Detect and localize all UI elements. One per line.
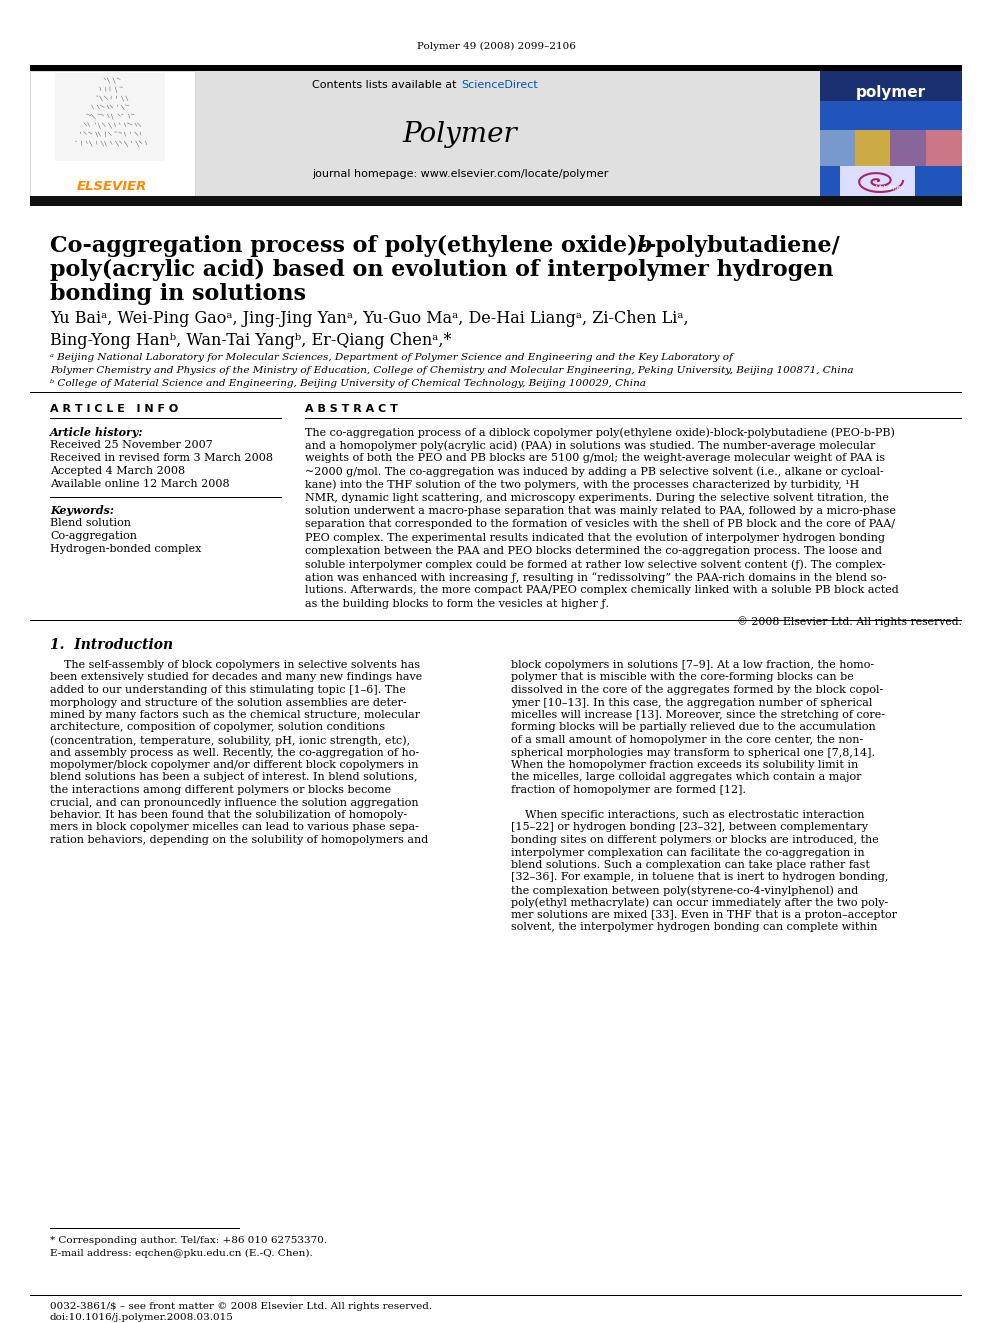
Text: fraction of homopolymer are formed [12].: fraction of homopolymer are formed [12].: [511, 785, 746, 795]
Text: ᵇ College of Material Science and Engineering, Beijing University of Chemical Te: ᵇ College of Material Science and Engine…: [50, 378, 646, 388]
Text: the complexation between poly(styrene-co-4-vinylphenol) and: the complexation between poly(styrene-co…: [511, 885, 858, 896]
Text: poly(acrylic acid) based on evolution of interpolymer hydrogen: poly(acrylic acid) based on evolution of…: [50, 259, 833, 280]
Text: [15–22] or hydrogen bonding [23–32], between complementary: [15–22] or hydrogen bonding [23–32], bet…: [511, 823, 868, 832]
Text: 1.  Introduction: 1. Introduction: [50, 638, 174, 652]
Text: (concentration, temperature, solubility, pH, ionic strength, etc),: (concentration, temperature, solubility,…: [50, 736, 410, 746]
Text: the interactions among different polymers or blocks become: the interactions among different polymer…: [50, 785, 391, 795]
Text: Available online 12 March 2008: Available online 12 March 2008: [50, 479, 229, 490]
Text: [32–36]. For example, in toluene that is inert to hydrogen bonding,: [32–36]. For example, in toluene that is…: [511, 872, 889, 882]
Bar: [195, 71, 820, 196]
Text: forming blocks will be partially relieved due to the accumulation: forming blocks will be partially relieve…: [511, 722, 876, 733]
Text: Co-aggregation: Co-aggregation: [50, 531, 137, 541]
Text: morphology and structure of the solution assemblies are deter-: morphology and structure of the solution…: [50, 697, 407, 708]
Text: Blend solution: Blend solution: [50, 519, 131, 528]
Text: Polymer 49 (2008) 2099–2106: Polymer 49 (2008) 2099–2106: [417, 41, 575, 50]
Text: blend solutions has been a subject of interest. In blend solutions,: blend solutions has been a subject of in…: [50, 773, 418, 782]
Text: polymer that is miscible with the core-forming blocks can be: polymer that is miscible with the core-f…: [511, 672, 854, 683]
Text: been extensively studied for decades and many new findings have: been extensively studied for decades and…: [50, 672, 423, 683]
Text: Received in revised form 3 March 2008: Received in revised form 3 March 2008: [50, 452, 273, 463]
Text: polymer: polymer: [856, 85, 927, 99]
Bar: [926, 130, 962, 165]
Text: 0032-3861/$ – see front matter © 2008 Elsevier Ltd. All rights reserved.: 0032-3861/$ – see front matter © 2008 El…: [50, 1302, 433, 1311]
Text: bonding in solutions: bonding in solutions: [50, 283, 306, 306]
Text: Polymer: Polymer: [403, 122, 518, 148]
Text: block copolymers in solutions [7–9]. At a low fraction, the homo-: block copolymers in solutions [7–9]. At …: [511, 660, 874, 669]
Bar: [820, 101, 962, 196]
Text: ~2000 g/mol. The co-aggregation was induced by adding a PB selective solvent (i.: ~2000 g/mol. The co-aggregation was indu…: [305, 467, 884, 478]
Text: Accepted 4 March 2008: Accepted 4 March 2008: [50, 466, 186, 476]
Text: ELSEVIER: ELSEVIER: [76, 180, 147, 193]
Text: micelles will increase [13]. Moreover, since the stretching of core-: micelles will increase [13]. Moreover, s…: [511, 710, 885, 720]
Bar: [820, 71, 962, 196]
Text: weights of both the PEO and PB blocks are 5100 g/mol; the weight-average molecul: weights of both the PEO and PB blocks ar…: [305, 454, 885, 463]
Text: PEO complex. The experimental results indicated that the evolution of interpolym: PEO complex. The experimental results in…: [305, 533, 885, 542]
Text: of a small amount of homopolymer in the core center, the non-: of a small amount of homopolymer in the …: [511, 736, 863, 745]
Text: © 2008 Elsevier Ltd. All rights reserved.: © 2008 Elsevier Ltd. All rights reserved…: [737, 615, 962, 627]
Text: Received 25 November 2007: Received 25 November 2007: [50, 441, 212, 450]
Text: Bing-Yong Hanᵇ, Wan-Tai Yangᵇ, Er-Qiang Chenᵃ,*: Bing-Yong Hanᵇ, Wan-Tai Yangᵇ, Er-Qiang …: [50, 332, 451, 349]
Text: poly(ethyl methacrylate) can occur immediately after the two poly-: poly(ethyl methacrylate) can occur immed…: [511, 897, 888, 908]
Text: Contents lists available at: Contents lists available at: [312, 79, 460, 90]
Text: Polymer Chemistry and Physics of the Ministry of Education, College of Chemistry: Polymer Chemistry and Physics of the Min…: [50, 366, 853, 374]
Text: and assembly process as well. Recently, the co-aggregation of ho-: and assembly process as well. Recently, …: [50, 747, 420, 758]
Text: bonding sites on different polymers or blocks are introduced, the: bonding sites on different polymers or b…: [511, 835, 879, 845]
Text: added to our understanding of this stimulating topic [1–6]. The: added to our understanding of this stimu…: [50, 685, 406, 695]
Text: separation that corresponded to the formation of vesicles with the shell of PB b: separation that corresponded to the form…: [305, 520, 895, 529]
Text: blend solutions. Such a complexation can take place rather fast: blend solutions. Such a complexation can…: [511, 860, 870, 871]
Text: and a homopolymer poly(acrylic acid) (PAA) in solutions was studied. The number-: and a homopolymer poly(acrylic acid) (PA…: [305, 441, 875, 451]
Text: mined by many factors such as the chemical structure, molecular: mined by many factors such as the chemic…: [50, 710, 421, 720]
Text: behavior. It has been found that the solubilization of homopoly-: behavior. It has been found that the sol…: [50, 810, 407, 820]
Text: interpolymer complexation can facilitate the co-aggregation in: interpolymer complexation can facilitate…: [511, 848, 865, 857]
Bar: [840, 165, 915, 196]
Text: Keywords:: Keywords:: [50, 505, 114, 516]
Bar: [30, 71, 195, 196]
Text: Volumes: Volumes: [876, 185, 906, 191]
Text: journal homepage: www.elsevier.com/locate/polymer: journal homepage: www.elsevier.com/locat…: [311, 169, 608, 179]
Text: soluble interpolymer complex could be formed at rather low selective solvent con: soluble interpolymer complex could be fo…: [305, 560, 886, 570]
Bar: [890, 130, 926, 165]
Text: The self-assembly of block copolymers in selective solvents has: The self-assembly of block copolymers in…: [50, 660, 421, 669]
Text: kane) into the THF solution of the two polymers, with the processes characterize: kane) into the THF solution of the two p…: [305, 480, 859, 491]
Text: spherical morphologies may transform to spherical one [7,8,14].: spherical morphologies may transform to …: [511, 747, 875, 758]
Text: A B S T R A C T: A B S T R A C T: [305, 404, 398, 414]
Text: Article history:: Article history:: [50, 427, 144, 438]
Bar: [820, 71, 962, 101]
Bar: [840, 165, 915, 196]
Bar: [30, 65, 962, 71]
Text: -polybutadiene/: -polybutadiene/: [647, 235, 841, 257]
Text: Co-aggregation process of poly(ethylene oxide)-: Co-aggregation process of poly(ethylene …: [50, 235, 647, 257]
Text: mopolymer/block copolymer and/or different block copolymers in: mopolymer/block copolymer and/or differe…: [50, 759, 419, 770]
Text: Hydrogen-bonded complex: Hydrogen-bonded complex: [50, 544, 201, 554]
Text: architecture, composition of copolymer, solution conditions: architecture, composition of copolymer, …: [50, 722, 385, 733]
Text: ScienceDirect: ScienceDirect: [461, 79, 538, 90]
Text: ation was enhanced with increasing ƒ, resulting in “redissolving” the PAA-rich d: ation was enhanced with increasing ƒ, re…: [305, 573, 887, 583]
Text: mers in block copolymer micelles can lead to various phase sepa-: mers in block copolymer micelles can lea…: [50, 823, 419, 832]
Text: When the homopolymer fraction exceeds its solubility limit in: When the homopolymer fraction exceeds it…: [511, 759, 858, 770]
Text: A R T I C L E   I N F O: A R T I C L E I N F O: [50, 404, 179, 414]
Text: When specific interactions, such as electrostatic interaction: When specific interactions, such as elec…: [511, 810, 864, 820]
Bar: [820, 130, 855, 165]
Text: the micelles, large colloidal aggregates which contain a major: the micelles, large colloidal aggregates…: [511, 773, 861, 782]
Text: complexation between the PAA and PEO blocks determined the co-aggregation proces: complexation between the PAA and PEO blo…: [305, 546, 882, 556]
Text: doi:10.1016/j.polymer.2008.03.015: doi:10.1016/j.polymer.2008.03.015: [50, 1312, 234, 1322]
Text: mer solutions are mixed [33]. Even in THF that is a proton–acceptor: mer solutions are mixed [33]. Even in TH…: [511, 910, 897, 919]
Text: lutions. Afterwards, the more compact PAA/PEO complex chemically linked with a s: lutions. Afterwards, the more compact PA…: [305, 585, 899, 595]
Text: NMR, dynamic light scattering, and microscopy experiments. During the selective : NMR, dynamic light scattering, and micro…: [305, 493, 889, 503]
Text: * Corresponding author. Tel/fax: +86 010 62753370.: * Corresponding author. Tel/fax: +86 010…: [50, 1236, 327, 1245]
Text: b: b: [636, 235, 652, 257]
Text: ration behaviors, depending on the solubility of homopolymers and: ration behaviors, depending on the solub…: [50, 835, 429, 845]
Text: solvent, the interpolymer hydrogen bonding can complete within: solvent, the interpolymer hydrogen bondi…: [511, 922, 878, 933]
Text: Yu Baiᵃ, Wei-Ping Gaoᵃ, Jing-Jing Yanᵃ, Yu-Guo Maᵃ, De-Hai Liangᵃ, Zi-Chen Liᵃ,: Yu Baiᵃ, Wei-Ping Gaoᵃ, Jing-Jing Yanᵃ, …: [50, 310, 688, 327]
Bar: [30, 196, 962, 206]
Text: ymer [10–13]. In this case, the aggregation number of spherical: ymer [10–13]. In this case, the aggregat…: [511, 697, 872, 708]
Text: solution underwent a macro-phase separation that was mainly related to PAA, foll: solution underwent a macro-phase separat…: [305, 507, 896, 516]
Bar: [55, 73, 165, 161]
Text: The co-aggregation process of a diblock copolymer poly(ethylene oxide)-block-pol: The co-aggregation process of a diblock …: [305, 427, 895, 438]
Text: dissolved in the core of the aggregates formed by the block copol-: dissolved in the core of the aggregates …: [511, 685, 883, 695]
Text: ᵃ Beijing National Laboratory for Molecular Sciences, Department of Polymer Scie: ᵃ Beijing National Laboratory for Molecu…: [50, 353, 733, 363]
Text: as the building blocks to form the vesicles at higher ƒ.: as the building blocks to form the vesic…: [305, 598, 609, 609]
Text: crucial, and can pronouncedly influence the solution aggregation: crucial, and can pronouncedly influence …: [50, 798, 419, 807]
Bar: [855, 130, 890, 165]
Text: E-mail address: eqchen@pku.edu.cn (E.-Q. Chen).: E-mail address: eqchen@pku.edu.cn (E.-Q.…: [50, 1249, 312, 1258]
